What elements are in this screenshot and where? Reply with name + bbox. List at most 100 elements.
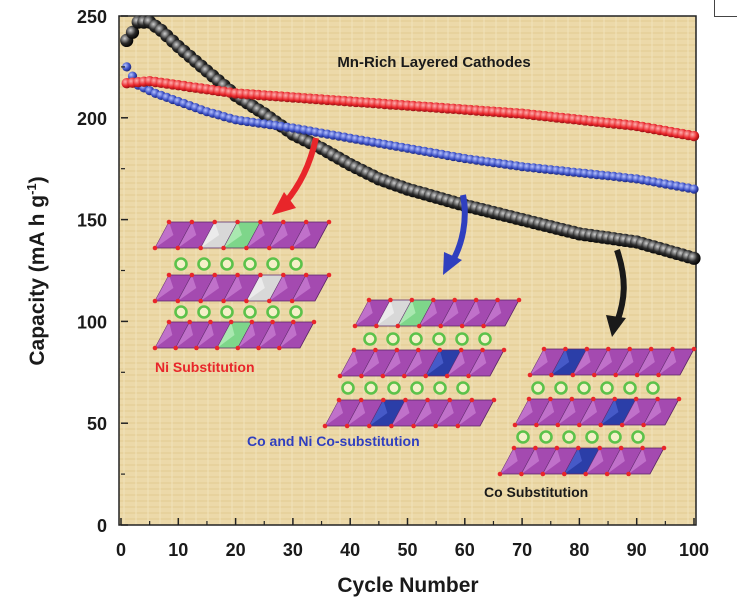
arrow-co xyxy=(614,249,627,324)
oxygen-atom xyxy=(166,319,172,325)
lithium-row xyxy=(531,381,660,395)
oxygen-atom xyxy=(352,323,358,329)
oxygen-atom xyxy=(403,397,408,403)
oxygen-atom xyxy=(380,397,386,403)
oxygen-atom xyxy=(458,347,464,353)
octahedron-face xyxy=(404,350,422,376)
y-axis-label-main: Capacity (mA h g xyxy=(26,195,49,366)
octahedron-face xyxy=(340,350,358,376)
oxygen-atom xyxy=(501,347,507,353)
octahedron-face xyxy=(564,448,582,474)
lithium-atom xyxy=(220,305,234,319)
slab xyxy=(152,219,332,251)
arrow-ni xyxy=(282,137,319,205)
slab xyxy=(337,347,507,379)
y-tick-label: 100 xyxy=(77,312,107,332)
y-axis-label-sup: -1 xyxy=(24,183,39,195)
oxygen-atom xyxy=(511,445,517,451)
x-tick-label: 70 xyxy=(512,540,532,560)
oxygen-atom xyxy=(459,323,465,329)
oxygen-atom xyxy=(366,297,372,303)
lithium-atom xyxy=(364,381,378,395)
series-ni-substitution xyxy=(121,76,700,142)
octahedron-face xyxy=(279,322,297,348)
oxygen-atom xyxy=(640,445,645,451)
oxygen-atom xyxy=(270,319,275,325)
y-axis-label-close: ) xyxy=(26,176,49,183)
x-tick-label: 100 xyxy=(679,540,709,560)
oxygen-atom xyxy=(244,245,249,251)
lithium-atom xyxy=(577,381,591,395)
oxygen-atom xyxy=(641,422,646,428)
octahedron-face xyxy=(369,400,388,426)
octahedron-face xyxy=(397,300,416,326)
oxygen-atom xyxy=(437,347,443,353)
oxygen-atom xyxy=(626,471,631,477)
slab xyxy=(322,397,497,429)
oxygen-atom xyxy=(554,445,560,451)
slab xyxy=(152,319,317,351)
octahedron-face xyxy=(637,349,655,375)
octahedron-face xyxy=(419,300,437,326)
oxygen-atom xyxy=(395,323,401,329)
lithium-atom xyxy=(220,257,234,271)
oxygen-atom xyxy=(533,445,538,451)
lithium-atom xyxy=(266,257,280,271)
data-point xyxy=(125,25,140,39)
oxygen-atom xyxy=(613,372,619,378)
oxygen-atom xyxy=(235,272,240,278)
octahedron-face xyxy=(468,350,487,376)
oxygen-atom xyxy=(256,345,261,351)
oxygen-atom xyxy=(351,347,357,353)
lithium-atom xyxy=(623,381,637,395)
octahedron-face xyxy=(462,300,480,326)
oxygen-atom xyxy=(235,345,241,351)
oxygen-atom xyxy=(409,297,415,303)
lithium-atom xyxy=(197,257,211,271)
series-marks xyxy=(120,15,701,265)
oxygen-atom xyxy=(583,471,589,477)
oxygen-atom xyxy=(189,272,195,278)
oxygen-atom xyxy=(388,297,393,303)
oxygen-atom xyxy=(212,219,218,225)
oxygen-atom xyxy=(563,346,568,352)
octahedron-face xyxy=(572,349,591,375)
oxygen-atom xyxy=(575,445,581,451)
oxygen-atom xyxy=(491,397,497,403)
x-tick-label: 0 xyxy=(116,540,126,560)
oxygen-atom xyxy=(576,422,582,428)
octahedron-face xyxy=(628,448,647,474)
oxygen-atom xyxy=(166,219,172,225)
lithium-atom xyxy=(516,430,530,444)
octahedron-face xyxy=(521,448,540,474)
oxygen-atom xyxy=(415,347,421,353)
lithium-atom xyxy=(243,257,257,271)
octahedron-face xyxy=(223,275,242,301)
series-co-substitution xyxy=(120,15,701,265)
oxygen-atom xyxy=(423,373,429,379)
oxygen-atom xyxy=(604,471,610,477)
lithium-atom xyxy=(456,381,470,395)
oxygen-atom xyxy=(280,272,286,278)
lithium-atom xyxy=(341,381,355,395)
lithium-atom xyxy=(197,305,211,319)
oxygen-atom xyxy=(438,323,444,329)
y-tick-label: 250 xyxy=(77,7,107,27)
lithium-atom xyxy=(539,430,553,444)
oxygen-atom xyxy=(303,272,309,278)
y-tick-label: 0 xyxy=(97,516,107,536)
octahedron-face xyxy=(413,400,432,426)
oxygen-atom xyxy=(584,346,590,352)
oxygen-atom xyxy=(401,373,407,379)
oxygen-atom xyxy=(430,297,436,303)
lithium-atom xyxy=(585,430,599,444)
corner-frame xyxy=(714,0,737,17)
octahedron-face xyxy=(551,349,570,375)
oxygen-atom xyxy=(416,323,422,329)
slab xyxy=(497,445,667,477)
lithium-atom xyxy=(608,430,622,444)
oxygen-atom xyxy=(208,319,213,325)
oxygen-atom xyxy=(590,396,596,402)
lithium-atom xyxy=(289,257,303,271)
